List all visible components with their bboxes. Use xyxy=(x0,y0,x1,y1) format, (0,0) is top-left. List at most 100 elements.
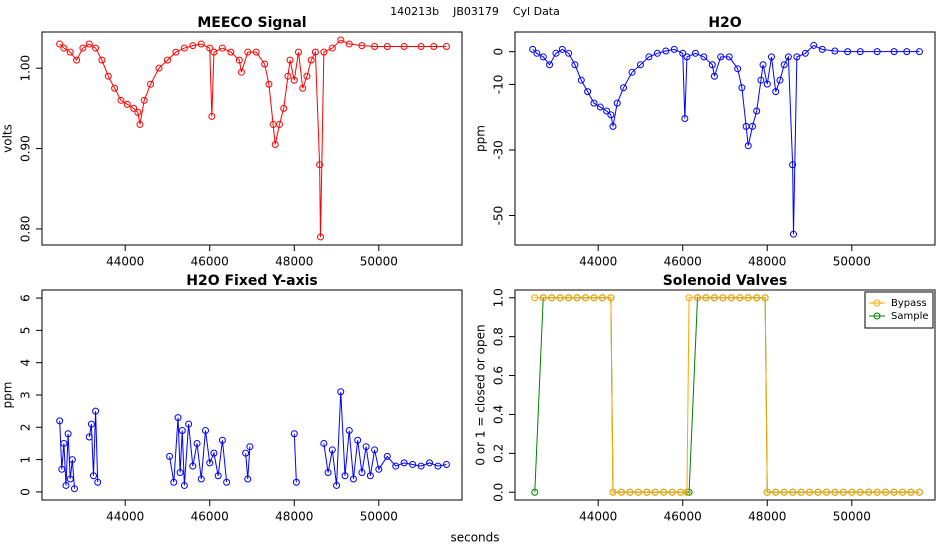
data-point xyxy=(147,80,155,88)
data-point xyxy=(337,36,345,44)
data-point xyxy=(734,65,742,73)
data-point xyxy=(246,443,254,451)
data-point xyxy=(603,107,611,115)
data-point xyxy=(208,112,216,120)
data-point xyxy=(582,294,590,302)
data-point xyxy=(890,488,898,496)
data-point xyxy=(577,76,585,84)
data-point xyxy=(708,61,716,69)
data-point xyxy=(210,48,218,56)
data-point xyxy=(539,53,547,61)
data-point xyxy=(366,472,374,480)
data-point xyxy=(761,294,769,302)
data-point xyxy=(856,488,864,496)
data-point xyxy=(717,53,725,61)
data-point xyxy=(180,481,188,489)
y-tick-label: 0 xyxy=(19,488,33,496)
data-point xyxy=(316,161,324,169)
data-point xyxy=(670,45,678,53)
data-point xyxy=(685,294,693,302)
data-point xyxy=(166,452,174,460)
data-point xyxy=(736,294,744,302)
data-point xyxy=(763,80,771,88)
data-point xyxy=(759,61,767,69)
data-point xyxy=(776,76,784,84)
data-point xyxy=(613,99,621,107)
page-title: 140213b JB03179 Cyl Data xyxy=(390,5,560,18)
data-point xyxy=(865,488,873,496)
data-point xyxy=(719,294,727,302)
data-point xyxy=(660,488,668,496)
data-point xyxy=(358,469,366,477)
data-point xyxy=(189,462,197,470)
data-point xyxy=(793,53,801,61)
y-tick-label: 0.6 xyxy=(492,366,506,385)
y-tick-label: 0.4 xyxy=(492,405,506,424)
data-point xyxy=(417,462,425,470)
data-point xyxy=(700,53,708,61)
series-line xyxy=(169,417,228,486)
data-point xyxy=(645,53,653,61)
y-tick-label: 1 xyxy=(19,456,33,464)
data-point xyxy=(584,88,592,96)
data-point xyxy=(620,84,628,92)
data-point xyxy=(873,488,881,496)
data-point xyxy=(178,427,186,435)
data-point xyxy=(607,294,615,302)
data-point xyxy=(284,72,292,80)
data-point xyxy=(767,53,775,61)
legend-marker xyxy=(873,312,881,320)
data-point xyxy=(85,40,93,48)
data-point xyxy=(104,72,112,80)
panel: H2O ppm 44000 46000 48000 50000 -50 -30 -10 0 xyxy=(474,15,936,269)
data-point xyxy=(227,48,235,56)
data-point xyxy=(789,488,797,496)
legend-label: Sample xyxy=(891,311,929,322)
data-point xyxy=(299,84,307,92)
y-tick-label: 0 xyxy=(492,48,506,56)
x-tick-label: 46000 xyxy=(191,255,229,269)
y-tick-label: 1.00 xyxy=(19,55,33,82)
y-tick-label: 0.90 xyxy=(19,135,33,162)
data-point xyxy=(556,294,564,302)
data-point xyxy=(417,42,425,50)
data-point xyxy=(218,44,226,52)
data-point xyxy=(694,294,702,302)
data-point xyxy=(738,84,746,92)
data-point xyxy=(607,111,615,119)
data-point xyxy=(890,48,898,56)
x-axis-label: seconds xyxy=(450,531,499,545)
data-point xyxy=(903,48,911,56)
data-point xyxy=(375,465,383,473)
data-point xyxy=(235,56,243,64)
data-point xyxy=(636,61,644,69)
series-line xyxy=(534,297,920,493)
data-point xyxy=(899,488,907,496)
data-point xyxy=(174,414,182,422)
data-point xyxy=(558,45,566,53)
data-point xyxy=(430,42,438,50)
series-line xyxy=(323,391,447,486)
data-point xyxy=(651,488,659,496)
data-point xyxy=(163,56,171,64)
data-point xyxy=(797,488,805,496)
x-tick-label: 48000 xyxy=(748,255,786,269)
data-point xyxy=(170,478,178,486)
data-point xyxy=(140,96,148,104)
x-tick-label: 48000 xyxy=(275,510,313,524)
data-point xyxy=(261,60,269,68)
data-point xyxy=(596,103,604,111)
data-point xyxy=(345,427,353,435)
y-axis-label: ppm xyxy=(1,382,15,409)
panel-title: Solenoid Valves xyxy=(663,273,788,289)
series-line xyxy=(59,39,447,237)
data-point xyxy=(533,49,541,57)
data-point xyxy=(354,436,362,444)
data-point xyxy=(789,161,797,169)
data-point xyxy=(725,53,733,61)
data-point xyxy=(531,294,539,302)
data-point xyxy=(218,436,226,444)
y-tick-label: 2 xyxy=(19,423,33,431)
data-point xyxy=(844,48,852,56)
